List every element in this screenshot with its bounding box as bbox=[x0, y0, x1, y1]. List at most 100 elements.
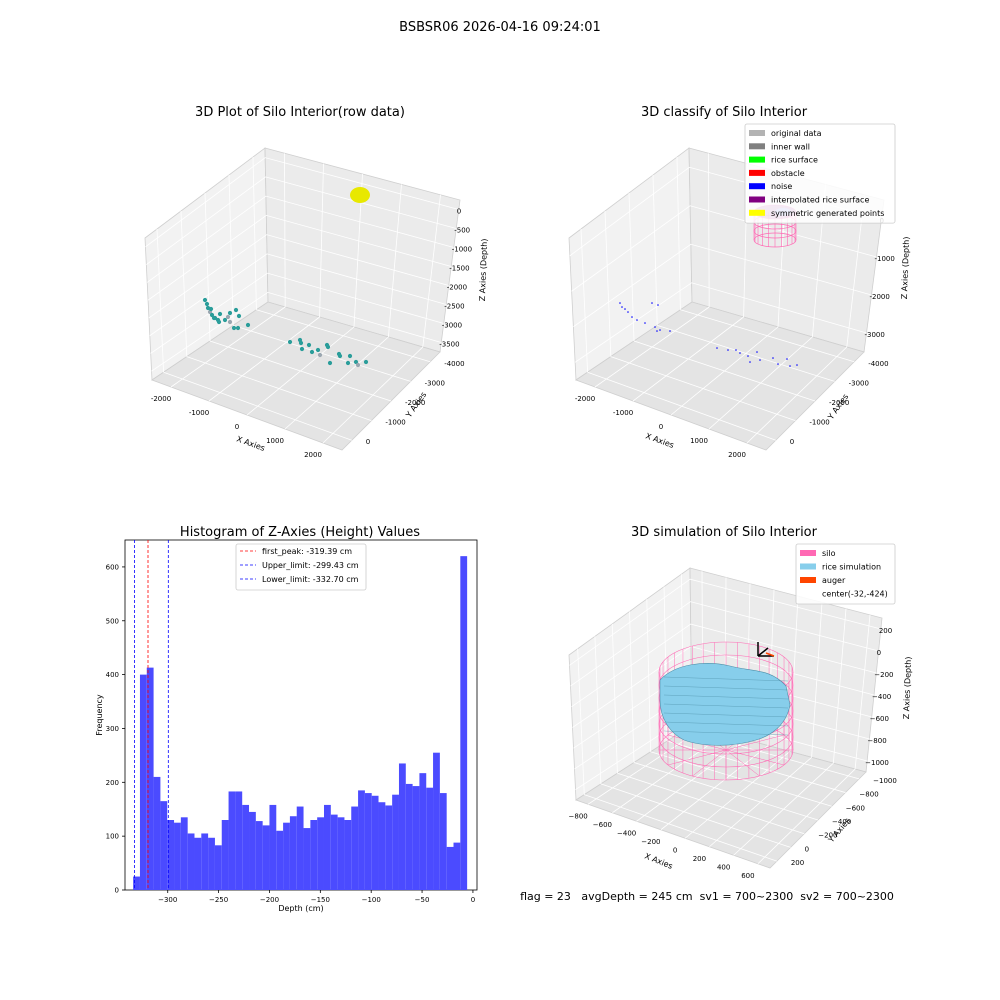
tick-label: -1000 bbox=[809, 419, 829, 427]
tick-label: −250 bbox=[209, 896, 228, 904]
data-point bbox=[245, 322, 251, 328]
tick-label: 0 bbox=[659, 423, 663, 431]
surface-mesh-line bbox=[663, 676, 789, 682]
mesh-ring bbox=[753, 232, 797, 248]
histogram-bar bbox=[364, 793, 372, 890]
x-axis-label: X Axies bbox=[643, 852, 674, 871]
legend-label: rice simulation bbox=[822, 563, 881, 572]
histogram-bar bbox=[262, 825, 270, 890]
tick-label: −600 bbox=[870, 715, 889, 723]
histogram-bar bbox=[208, 837, 215, 890]
tick-label: -3500 bbox=[439, 341, 459, 349]
noise-point bbox=[659, 329, 661, 331]
point-cloud bbox=[202, 187, 370, 368]
legend: original data inner wall rice surface obsta… bbox=[744, 123, 896, 224]
tick-labels: -2000 -1000 0 1000 2000 0 -1000 -2000 -3000 -4000… bbox=[575, 217, 895, 459]
histogram-bar bbox=[153, 776, 161, 890]
noise-point bbox=[657, 304, 659, 306]
legend-swatch bbox=[749, 156, 765, 163]
data-point bbox=[299, 346, 305, 352]
tick-label: −200 bbox=[641, 838, 660, 846]
tick-label: -2000 bbox=[447, 284, 467, 292]
legend-label: first_peak: -319.39 cm bbox=[262, 547, 352, 556]
tick-labels: −800−600−400−20002004006002000−200−400−6… bbox=[569, 627, 897, 880]
histogram-bar bbox=[385, 805, 393, 890]
tick-label: 2000 bbox=[728, 451, 746, 459]
noise-point bbox=[735, 349, 737, 351]
gridline bbox=[180, 210, 188, 357]
tick-label: 1000 bbox=[266, 437, 284, 445]
legend-swatch bbox=[800, 563, 816, 570]
tick-label: -4000 bbox=[868, 360, 888, 368]
legend-swatch bbox=[749, 169, 765, 176]
histogram-bar bbox=[160, 801, 168, 890]
mesh-line bbox=[725, 734, 785, 751]
tick-label: -1500 bbox=[449, 265, 469, 273]
data-point bbox=[231, 325, 237, 331]
panel-title: 3D classify of Silo Interior bbox=[641, 105, 808, 120]
point-cluster-yellow bbox=[350, 187, 370, 203]
histogram-bar bbox=[194, 837, 202, 890]
surface-mesh-line bbox=[663, 694, 789, 700]
histogram-bar bbox=[398, 763, 406, 890]
gridline bbox=[228, 174, 234, 326]
noise-points bbox=[619, 302, 798, 367]
tick-label: -2500 bbox=[444, 303, 464, 311]
tick-label: -1000 bbox=[452, 246, 472, 254]
tick-label: 200 bbox=[791, 859, 804, 867]
noise-point bbox=[777, 363, 779, 365]
tick-label: 0 bbox=[115, 887, 119, 895]
x-axis-label: X Axies bbox=[235, 434, 266, 453]
tick-label: −200 bbox=[818, 832, 837, 840]
tick-label: 1000 bbox=[690, 437, 708, 445]
data-point bbox=[222, 317, 228, 323]
gridline bbox=[148, 234, 449, 319]
legend-swatch bbox=[749, 196, 765, 203]
axes-3d-box bbox=[144, 147, 461, 451]
histogram-bar bbox=[371, 795, 379, 890]
y-axis-label: Y Axies bbox=[826, 392, 851, 422]
histogram-bar bbox=[221, 820, 229, 890]
tick-label: 0 bbox=[790, 438, 794, 446]
tick-label: 600 bbox=[741, 872, 754, 880]
tick-label: −800 bbox=[867, 737, 886, 745]
legend-label: center(-32,-424) bbox=[822, 590, 888, 599]
histogram-bar bbox=[460, 556, 468, 890]
noise-point bbox=[636, 319, 638, 321]
data-point bbox=[227, 310, 233, 316]
histogram-bar bbox=[453, 842, 461, 890]
gridline bbox=[146, 176, 457, 265]
noise-point bbox=[656, 330, 658, 332]
tick-label: 2000 bbox=[304, 451, 322, 459]
histogram-bar bbox=[378, 802, 386, 890]
data-point bbox=[202, 297, 208, 303]
z-axis-label: Z Axies (Depth) bbox=[902, 656, 913, 719]
histogram-bar bbox=[228, 791, 236, 890]
tick-label: -2000 bbox=[870, 293, 890, 301]
gridline bbox=[319, 163, 324, 318]
tick-label: −400 bbox=[832, 818, 851, 826]
data-point bbox=[209, 312, 215, 318]
tick-labels: −300 −250 −200 −150 −100 −50 0 0 100 200 300 400 500… bbox=[106, 563, 476, 904]
histogram-bar bbox=[344, 820, 352, 890]
gridline bbox=[633, 340, 816, 402]
legend-swatch bbox=[749, 183, 765, 190]
histogram-bar bbox=[446, 846, 454, 890]
histogram-bar bbox=[180, 817, 188, 890]
gridline bbox=[600, 783, 791, 848]
noise-point bbox=[727, 349, 729, 351]
noise-point bbox=[786, 358, 788, 360]
panel-classify: 3D classify of Silo Interior -2000 -1000 0… bbox=[568, 105, 911, 459]
histogram-bars bbox=[133, 556, 468, 890]
gridlines bbox=[145, 153, 459, 444]
data-point bbox=[363, 359, 369, 365]
legend-label: interpolated rice surface bbox=[771, 196, 869, 205]
tick-labels: -2000 -1000 0 1000 2000 0 -1000 -2000 -3000 -4000… bbox=[151, 208, 472, 460]
gridline bbox=[146, 195, 454, 283]
data-point bbox=[236, 313, 242, 319]
histogram-bar bbox=[392, 794, 399, 890]
gridline bbox=[708, 153, 710, 308]
histogram-bar bbox=[433, 752, 440, 890]
gridline bbox=[571, 205, 877, 292]
tick-label: -2000 bbox=[151, 395, 171, 403]
